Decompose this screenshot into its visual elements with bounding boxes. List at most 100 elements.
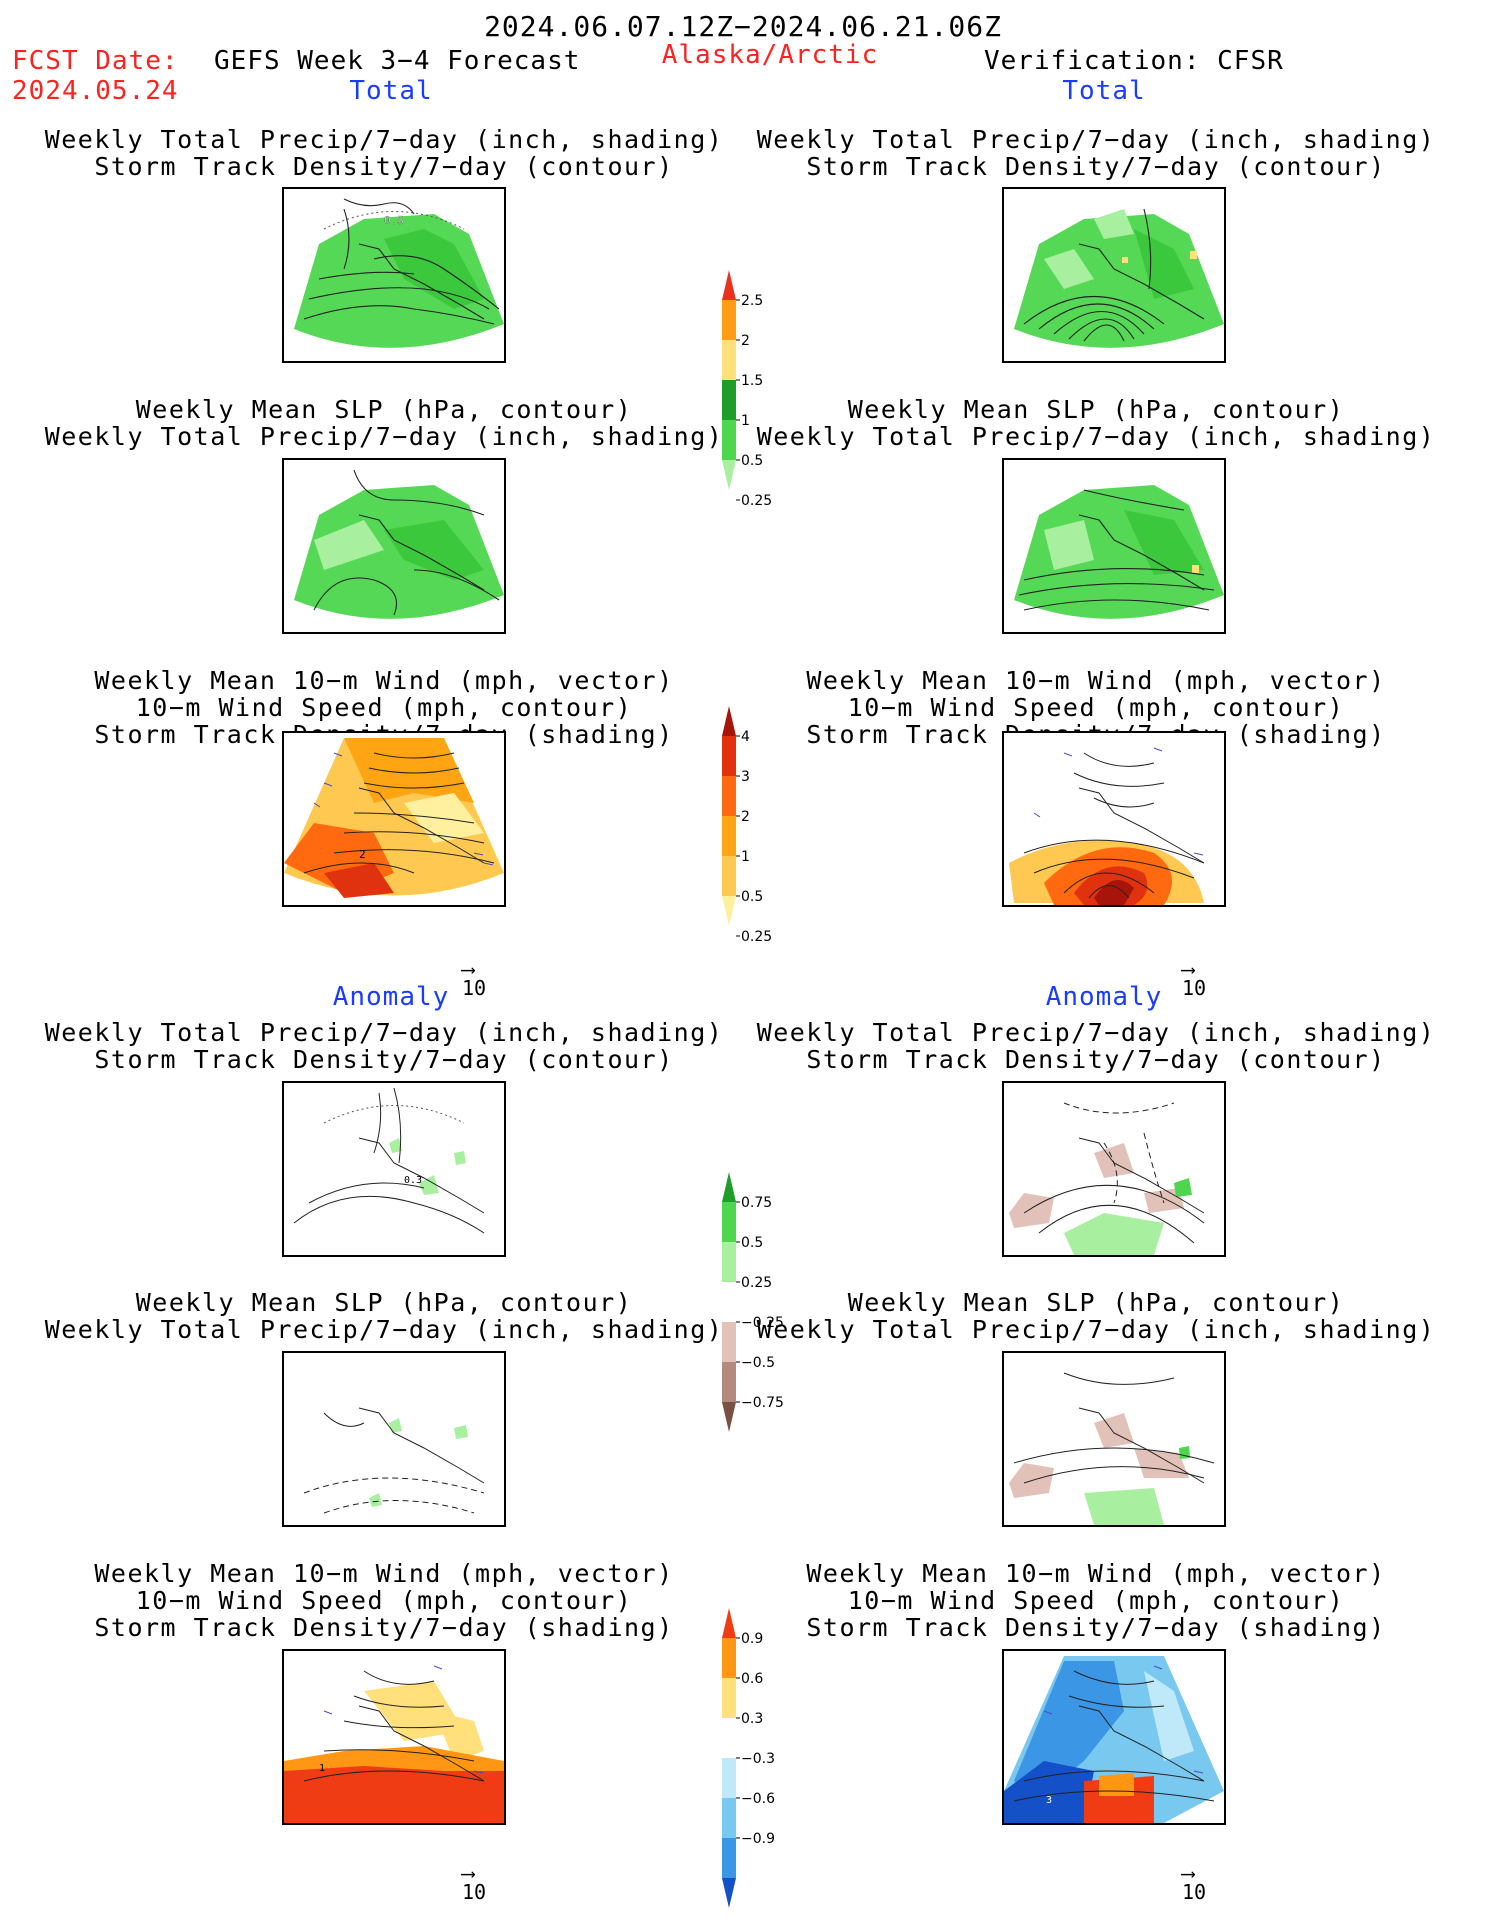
- colorbar-tick-label: 0.3: [741, 1711, 763, 1727]
- fcst-date-label: FCST Date:: [12, 46, 179, 76]
- fcst-date-value: 2024.05.24: [12, 76, 179, 106]
- region-title: Alaska/Arctic: [661, 40, 879, 70]
- section-total-left: Total: [349, 76, 433, 106]
- colorbar-tick-label: 1: [741, 849, 750, 865]
- colorbar-tick-label: 0.6: [741, 1671, 763, 1687]
- colorbar-tick-label: 0.5: [741, 1235, 763, 1251]
- map-anom-slp-right: [1002, 1351, 1226, 1527]
- panel-title-total-precip-right: Weekly Total Precip/7−day (inch, shading…: [756, 125, 1436, 181]
- colorbar-swatch: [722, 420, 736, 460]
- colorbar-tick-label: 2: [741, 333, 750, 349]
- arrow-right-icon: ⟶: [1182, 1861, 1195, 1885]
- contour-label: 0.5: [384, 214, 404, 227]
- colorbar-swatch: [722, 300, 736, 340]
- map-total-slp-right: [1002, 458, 1226, 634]
- colorbar-tick-label: 4: [741, 729, 750, 745]
- contour-label: 3: [1046, 1795, 1052, 1806]
- colorbar-swatch: [722, 706, 736, 736]
- colorbar-swatch: [722, 380, 736, 420]
- arrow-right-icon: ⟶: [1182, 957, 1195, 981]
- contour-label: 1: [319, 1763, 325, 1774]
- panel-title-total-precip-left: Weekly Total Precip/7−day (inch, shading…: [44, 125, 724, 181]
- colorbar-swatch: [722, 1402, 736, 1432]
- map-total-precip-right: [1002, 187, 1226, 363]
- colorbar-storm-anom: 0.9 0.6 0.3 −0.3 −0.6 −0.9: [722, 1608, 792, 1912]
- map-anom-wind-left: 1: [282, 1649, 506, 1825]
- colorbar-tick-label: −0.6: [741, 1791, 775, 1807]
- colorbar-tick-label: 0.25: [741, 929, 772, 945]
- colorbar-tick-label: 0.9: [741, 1631, 763, 1647]
- verification-label: Verification: CFSR: [984, 46, 1284, 76]
- colorbar-swatch: [722, 270, 736, 300]
- panel-title-anom-wind-right: Weekly Mean 10−m Wind (mph, vector) 10−m …: [806, 1559, 1386, 1642]
- colorbar-swatch: [722, 1202, 736, 1242]
- product-title: GEFS Week 3−4 Forecast: [214, 46, 581, 76]
- colorbar-swatch: [722, 1878, 736, 1908]
- arrow-right-icon: ⟶: [462, 957, 475, 981]
- panel-title-anom-slp-right: Weekly Mean SLP (hPa, contour) Weekly Tot…: [756, 1288, 1436, 1344]
- map-total-precip-left: 0.5: [282, 187, 506, 363]
- map-total-wind-left: 2: [282, 731, 506, 907]
- forecast-period: 2024.06.07.12Z−2024.06.21.06Z: [484, 10, 1002, 43]
- map-anom-wind-right: 3: [1002, 1649, 1226, 1825]
- contour-label: 0.3: [404, 1175, 422, 1186]
- colorbar-swatch: [722, 1172, 736, 1202]
- panel-title-total-wind-left: Weekly Mean 10−m Wind (mph, vector) 10−m …: [94, 666, 674, 749]
- colorbar-precip-anom: 0.75 0.5 0.25 −0.25 −0.5 −0.75: [722, 1172, 792, 1436]
- colorbar-tick-label: 0.25: [741, 493, 772, 509]
- colorbar-swatch: [722, 1608, 736, 1638]
- contour-label: 2: [359, 848, 366, 861]
- panel-title-anom-precip-right: Weekly Total Precip/7−day (inch, shading…: [756, 1018, 1436, 1074]
- colorbar-tick-label: −0.9: [741, 1831, 775, 1847]
- colorbar-tick-label: 1.5: [741, 373, 763, 389]
- colorbar-tick-label: −0.5: [741, 1355, 775, 1371]
- map-total-wind-right: [1002, 731, 1226, 907]
- map-anom-precip-right: [1002, 1081, 1226, 1257]
- vector-scale-anom-left: ⟶ 10: [462, 1861, 487, 1904]
- colorbar-swatch: [722, 856, 736, 896]
- colorbar-swatch: [722, 736, 736, 776]
- colorbar-swatch: [722, 776, 736, 816]
- colorbar-tick-label: −0.75: [741, 1395, 784, 1411]
- colorbar-swatch: [722, 1758, 736, 1798]
- panel-title-anom-precip-left: Weekly Total Precip/7−day (inch, shading…: [44, 1018, 724, 1074]
- map-anom-slp-left: [282, 1351, 506, 1527]
- colorbar-swatch: [722, 1242, 736, 1282]
- colorbar-swatch: [722, 816, 736, 856]
- panel-title-total-slp-right: Weekly Mean SLP (hPa, contour) Weekly Tot…: [756, 395, 1436, 451]
- colorbar-tick-label: 3: [741, 769, 750, 785]
- colorbar-tick-label: 0.5: [741, 453, 763, 469]
- colorbar-tick-label: 2.5: [741, 293, 763, 309]
- arrow-right-icon: ⟶: [462, 1861, 475, 1885]
- colorbar-swatch: [722, 1282, 736, 1322]
- panel-title-anom-slp-left: Weekly Mean SLP (hPa, contour) Weekly Tot…: [44, 1288, 724, 1344]
- panel-title-total-slp-left: Weekly Mean SLP (hPa, contour) Weekly Tot…: [44, 395, 724, 451]
- vector-scale-total-right: ⟶ 10: [1182, 957, 1207, 1000]
- colorbar-swatch: [722, 1362, 736, 1402]
- colorbar-tick-label: 2: [741, 809, 750, 825]
- colorbar-precip-total: 2.5 2 1.5 1 0.5 0.25: [722, 270, 792, 509]
- panel-title-anom-wind-left: Weekly Mean 10−m Wind (mph, vector) 10−m …: [94, 1559, 674, 1642]
- colorbar-tick-label: −0.25: [741, 1315, 784, 1331]
- colorbar-swatch: [722, 1638, 736, 1678]
- colorbar-swatch: [722, 1838, 736, 1878]
- colorbar-swatch: [722, 1798, 736, 1838]
- map-total-slp-left: [282, 458, 506, 634]
- section-total-right: Total: [1062, 76, 1146, 106]
- colorbar-tick-label: 1: [741, 413, 750, 429]
- colorbar-storm-total: 4 3 2 1 0.5 0.25: [722, 706, 792, 945]
- map-anom-precip-left: 0.3: [282, 1081, 506, 1257]
- vector-scale-total-left: ⟶ 10: [462, 957, 487, 1000]
- vector-scale-anom-right: ⟶ 10: [1182, 1861, 1207, 1904]
- colorbar-swatch: [722, 460, 736, 490]
- colorbar-swatch: [722, 896, 736, 926]
- colorbar-swatch: [722, 340, 736, 380]
- colorbar-tick-label: 0.75: [741, 1195, 772, 1211]
- colorbar-tick-label: 0.5: [741, 889, 763, 905]
- colorbar-swatch: [722, 1678, 736, 1718]
- section-anomaly-left: Anomaly: [332, 982, 450, 1012]
- colorbar-swatch: [722, 1322, 736, 1362]
- colorbar-tick-label: −0.3: [741, 1751, 775, 1767]
- section-anomaly-right: Anomaly: [1045, 982, 1163, 1012]
- colorbar-tick-label: 0.25: [741, 1275, 772, 1291]
